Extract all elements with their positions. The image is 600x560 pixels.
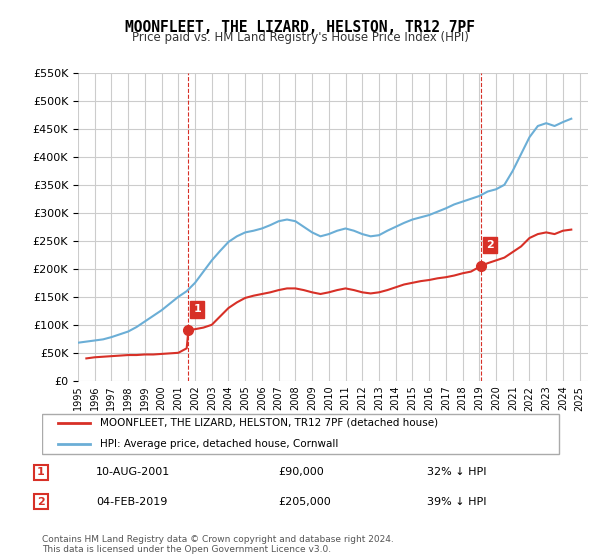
Text: MOONFLEET, THE LIZARD, HELSTON, TR12 7PF: MOONFLEET, THE LIZARD, HELSTON, TR12 7PF: [125, 20, 475, 35]
Text: 04-FEB-2019: 04-FEB-2019: [96, 497, 167, 507]
FancyBboxPatch shape: [42, 414, 559, 454]
Text: Price paid vs. HM Land Registry's House Price Index (HPI): Price paid vs. HM Land Registry's House …: [131, 31, 469, 44]
Text: 39% ↓ HPI: 39% ↓ HPI: [427, 497, 487, 507]
Text: HPI: Average price, detached house, Cornwall: HPI: Average price, detached house, Corn…: [100, 439, 338, 449]
Text: 1: 1: [37, 468, 45, 478]
Text: 2: 2: [37, 497, 45, 507]
Text: Contains HM Land Registry data © Crown copyright and database right 2024.
This d: Contains HM Land Registry data © Crown c…: [42, 535, 394, 554]
Text: 2: 2: [486, 240, 494, 250]
Text: £205,000: £205,000: [278, 497, 331, 507]
Text: £90,000: £90,000: [278, 468, 324, 478]
Text: 10-AUG-2001: 10-AUG-2001: [96, 468, 170, 478]
Text: 32% ↓ HPI: 32% ↓ HPI: [427, 468, 487, 478]
Text: MOONFLEET, THE LIZARD, HELSTON, TR12 7PF (detached house): MOONFLEET, THE LIZARD, HELSTON, TR12 7PF…: [100, 418, 438, 428]
Text: 1: 1: [193, 305, 201, 315]
